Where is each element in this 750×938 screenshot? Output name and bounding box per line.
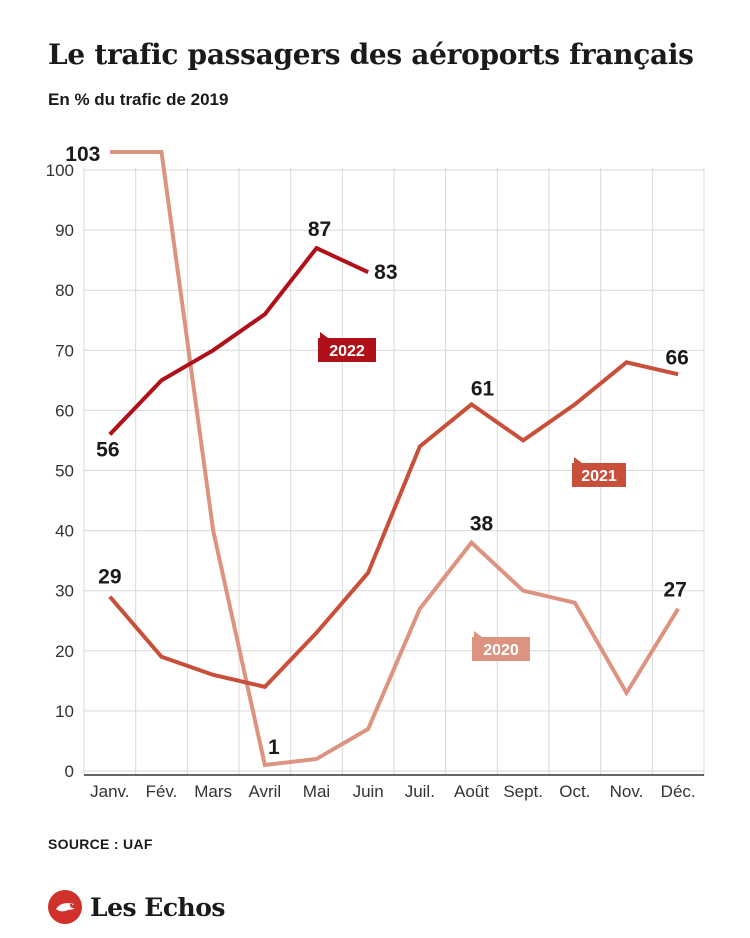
x-tick-label: Sept. xyxy=(503,782,543,801)
y-tick-label: 0 xyxy=(65,762,74,781)
series-line-2021 xyxy=(108,360,679,690)
x-tick-label: Fév. xyxy=(146,782,178,801)
line-chart: 0 10 20 30 40 50 60 70 80 90 100 Janv. Fév. Mars Avril… xyxy=(46,143,705,801)
series-tag-label: 2021 xyxy=(581,468,617,485)
logo-emblem-icon xyxy=(48,890,82,924)
data-label: 27 xyxy=(663,579,686,602)
y-tick-label: 30 xyxy=(55,582,74,601)
series-tag-label: 2020 xyxy=(483,642,519,659)
series-tag-label: 2022 xyxy=(329,343,365,360)
data-label: 1 xyxy=(268,736,280,759)
x-tick-label: Mai xyxy=(303,782,330,801)
chart-title: Le trafic passagers des aéroports frança… xyxy=(48,38,694,71)
source-note: SOURCE : UAF xyxy=(48,836,153,852)
data-label: 29 xyxy=(98,566,121,589)
series-tag-2021 xyxy=(572,463,626,487)
x-tick-label: Août xyxy=(454,782,489,801)
series-tag-pointer xyxy=(474,631,482,637)
series-line-2020 xyxy=(109,149,680,768)
series-tag-2020 xyxy=(472,637,530,661)
data-label: 38 xyxy=(470,513,494,536)
y-tick-label: 10 xyxy=(55,702,74,721)
chart-subtitle: En % du trafic de 2019 xyxy=(48,90,229,109)
y-tick-label: 80 xyxy=(55,281,74,300)
y-tick-label: 60 xyxy=(55,401,74,420)
series-line-2022 xyxy=(108,245,370,436)
data-label: 103 xyxy=(65,143,100,166)
y-tick-label: 40 xyxy=(55,522,74,541)
y-tick-label: 50 xyxy=(55,462,74,481)
x-tick-label: Oct. xyxy=(559,782,590,801)
data-label: 83 xyxy=(374,261,397,284)
y-tick-label: 20 xyxy=(55,642,74,661)
les-echos-logo: Les Echos xyxy=(48,889,225,925)
data-label: 87 xyxy=(308,218,331,241)
y-tick-label: 100 xyxy=(46,161,74,180)
x-tick-label: Janv. xyxy=(90,782,129,801)
y-tick-label: 90 xyxy=(55,221,74,240)
x-tick-label: Juil. xyxy=(405,782,435,801)
series-tag-pointer xyxy=(574,457,582,463)
logo-text: Les Echos xyxy=(90,892,225,922)
x-tick-label: Déc. xyxy=(661,782,696,801)
data-label: 61 xyxy=(471,377,495,400)
series-tag-pointer xyxy=(320,332,328,338)
x-tick-label: Juin xyxy=(353,782,384,801)
data-label: 66 xyxy=(665,346,688,369)
y-tick-label: 70 xyxy=(55,341,74,360)
data-label: 56 xyxy=(96,438,119,461)
x-tick-label: Avril xyxy=(248,782,281,801)
series-tag-2022 xyxy=(318,338,376,362)
x-tick-label: Nov. xyxy=(610,782,644,801)
x-tick-label: Mars xyxy=(194,782,232,801)
